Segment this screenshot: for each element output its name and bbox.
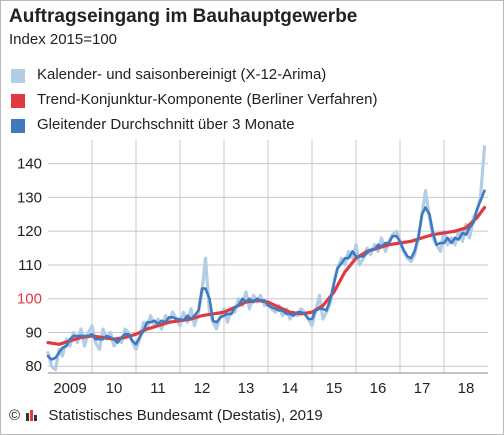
x-tick-label-11: 11 [150, 380, 166, 397]
x-tick-label-13: 13 [238, 380, 255, 397]
source-text: Statistisches Bundesamt (Destatis), 2019 [48, 407, 323, 424]
series-moving-average-line [46, 189, 486, 361]
chart-subtitle: Index 2015=100 [9, 31, 118, 48]
legend-swatch-trend [11, 94, 25, 108]
legend-swatch-seasonal [11, 69, 25, 83]
y-tick-label-130: 130 [17, 189, 42, 206]
y-tick-label-110: 110 [18, 257, 42, 274]
y-tick-label-100: 100 [17, 291, 42, 308]
x-tick-label-10: 10 [106, 380, 123, 397]
legend-label-trend: Trend-Konjunktur-Komponente (Berliner Ve… [37, 91, 378, 108]
y-tick-label-120: 120 [17, 223, 42, 240]
chart-title: Auftragseingang im Bauhauptgewerbe [9, 6, 358, 27]
legend-label-seasonal: Kalender- und saisonbereinigt (X-12-Arim… [37, 66, 327, 83]
y-tick-label-90: 90 [25, 324, 42, 341]
x-tick-label-18: 18 [458, 380, 475, 397]
x-tick-label-2009: 2009 [53, 380, 86, 397]
series-seasonal-line [46, 145, 487, 372]
y-tick-label-140: 140 [17, 156, 42, 173]
x-tick-label-16: 16 [370, 380, 387, 397]
x-tick-label-17: 17 [414, 380, 431, 397]
x-tick-label-14: 14 [282, 380, 299, 397]
x-tick-label-12: 12 [194, 380, 211, 397]
source-footer: © Statistisches Bundesamt (Destatis), 20… [9, 407, 323, 424]
legend-swatch-moving-average [11, 119, 25, 133]
legend-label-moving-average: Gleitender Durchschnitt über 3 Monate [37, 116, 295, 133]
copyright-symbol: © [9, 407, 21, 424]
destatis-logo-icon [26, 410, 38, 421]
y-tick-label-80: 80 [25, 358, 42, 375]
x-tick-label-15: 15 [326, 380, 343, 397]
